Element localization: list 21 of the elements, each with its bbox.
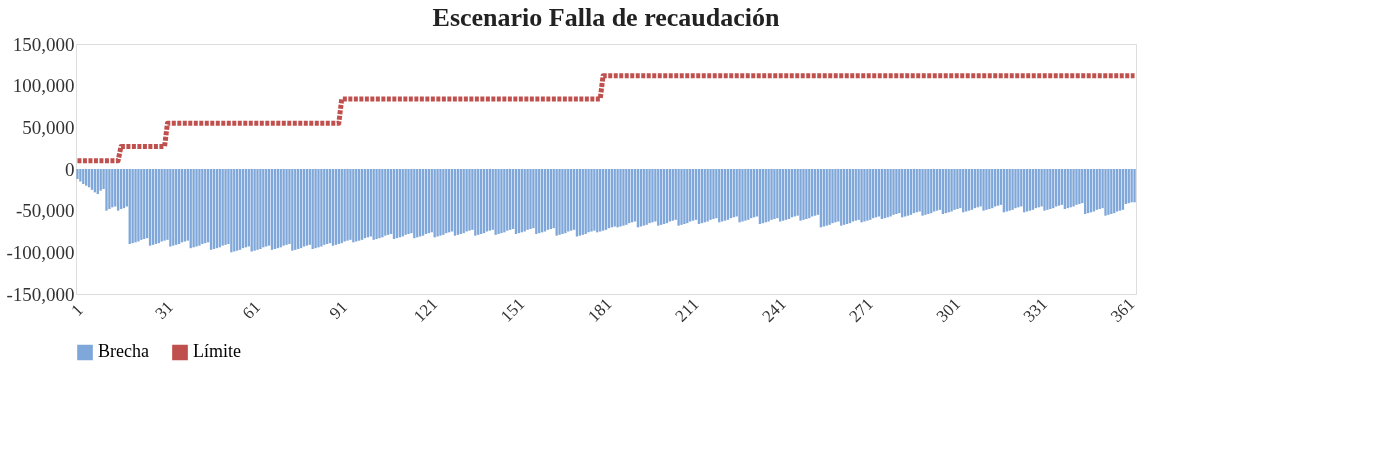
x-tick-label: 361 [1106, 294, 1139, 326]
y-tick-label: 100,000 [12, 75, 75, 97]
x-tick-label: 271 [845, 294, 877, 326]
x-tick-label: 301 [932, 294, 965, 326]
x-tick-label: 31 [151, 297, 177, 323]
x-tick-label: 61 [238, 297, 265, 323]
y-tick-label: -50,000 [15, 200, 75, 222]
legend-label: Brecha [98, 341, 149, 362]
y-tick-label: 0 [65, 158, 75, 180]
x-tick-label: 121 [409, 294, 442, 326]
x-tick-label: 181 [584, 294, 616, 326]
y-tick-label: -100,000 [6, 241, 75, 263]
x-tick-label: 211 [671, 294, 703, 326]
chart-title: Escenario Falla de recaudación [432, 3, 780, 32]
x-tick-label: 151 [496, 294, 529, 326]
y-tick-label: 150,000 [12, 33, 75, 55]
x-tick-label: 331 [1019, 294, 1052, 326]
x-tick-label: 91 [325, 297, 352, 323]
y-tick-label: 50,000 [22, 116, 75, 138]
legend-label: Límite [193, 341, 241, 362]
x-tick-label: 241 [758, 294, 790, 326]
